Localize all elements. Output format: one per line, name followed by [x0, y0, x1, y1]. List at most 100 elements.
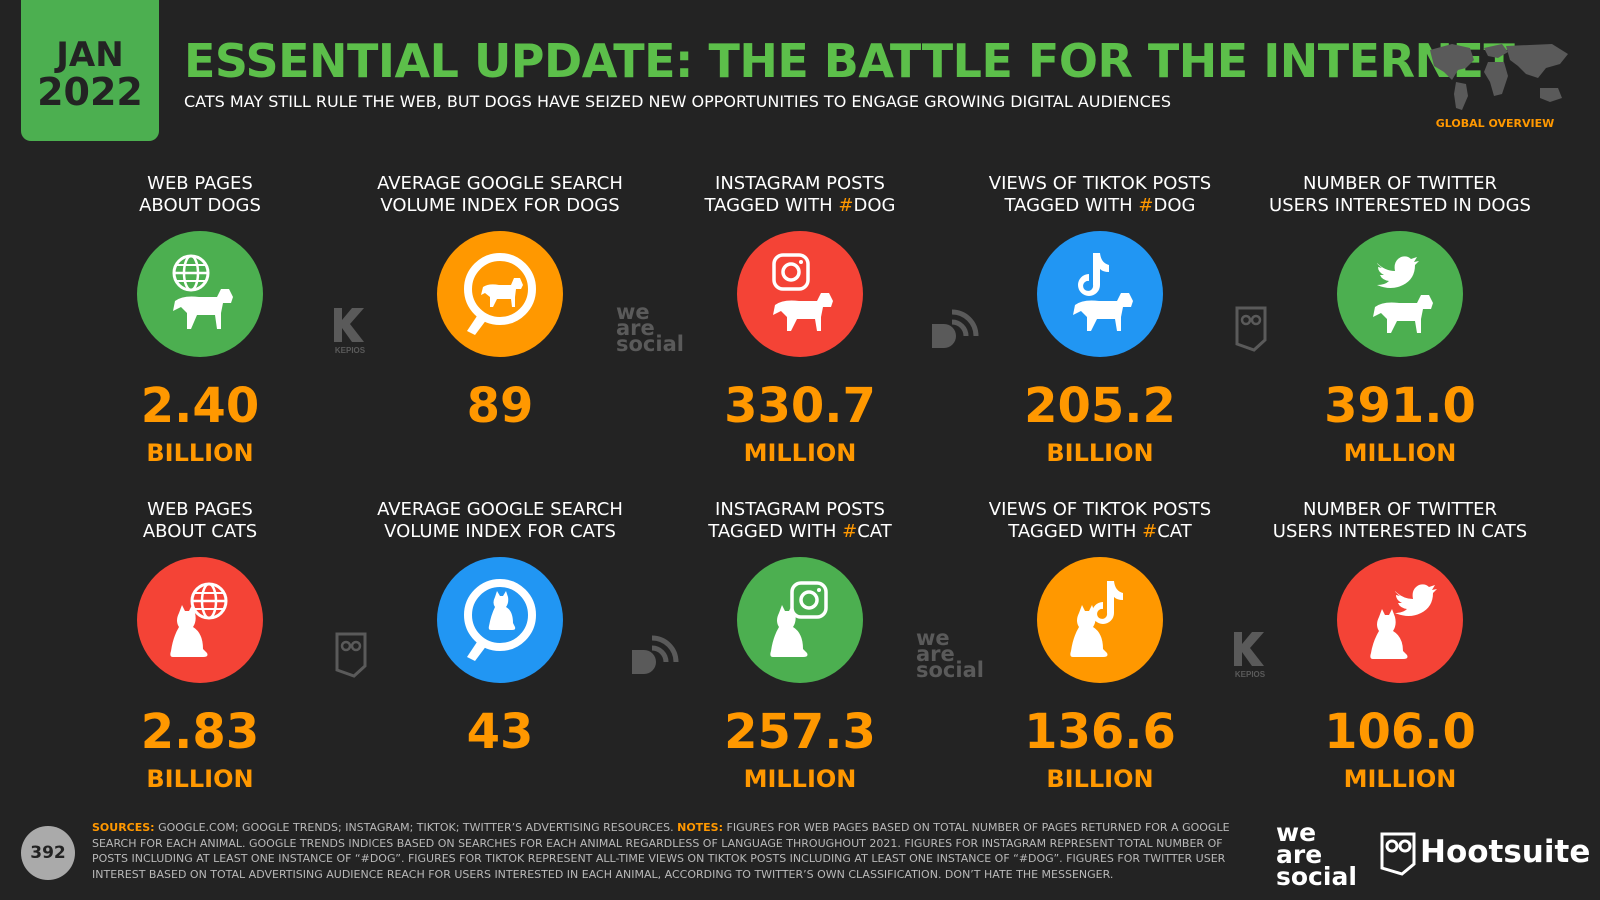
twitter-cat-icon: [1337, 557, 1463, 683]
logo-line2: are: [1276, 840, 1323, 869]
value: 330.7: [724, 378, 876, 434]
label-line2: TAGGED WITH: [704, 195, 839, 216]
hashtag-word: DOG: [1153, 195, 1196, 216]
instagram-cat-icon: [737, 557, 863, 683]
search-dog-icon: [437, 231, 563, 357]
label-line1: VIEWS OF TIKTOK POSTS: [988, 173, 1212, 194]
page-title: ESSENTIAL UPDATE: THE BATTLE FOR THE INT…: [184, 34, 1515, 88]
dog-card-tiktok: VIEWS OF TIKTOK POSTS TAGGED WITH #DOG 2…: [960, 173, 1240, 467]
world-map-icon: [1430, 44, 1568, 110]
label-line1: WEB PAGES: [147, 173, 253, 194]
label-line1: NUMBER OF TWITTER: [1302, 499, 1498, 520]
datareportal-logo-icon: [932, 309, 979, 348]
instagram-dog-icon: [737, 231, 863, 357]
kepios-logo-icon: KEPIOS: [334, 308, 366, 355]
cat-card-instagram: INSTAGRAM POSTS TAGGED WITH #CAT 257.3 M…: [660, 499, 940, 793]
hootsuite-owl-icon: [335, 632, 367, 678]
footer-notes: SOURCES: GOOGLE.COM; GOOGLE TRENDS; INST…: [92, 820, 1232, 882]
cat-card-tiktok: VIEWS OF TIKTOK POSTS TAGGED WITH #CAT 1…: [960, 499, 1240, 793]
unit: BILLION: [1046, 765, 1154, 793]
unit: MILLION: [1343, 439, 1457, 467]
label-line1: VIEWS OF TIKTOK POSTS: [988, 499, 1212, 520]
label-line2: VOLUME INDEX FOR DOGS: [380, 195, 620, 216]
tiktok-cat-icon: [1037, 557, 1163, 683]
logo-line1: we: [1276, 818, 1317, 847]
hootsuite-logo-icon: [1380, 832, 1416, 876]
date-badge: JAN 2022: [21, 0, 159, 141]
unit: MILLION: [743, 439, 857, 467]
unit: BILLION: [1046, 439, 1154, 467]
logo-line2: are: [916, 642, 955, 666]
label-line1: INSTAGRAM POSTS: [715, 173, 885, 194]
tiktok-dog-icon: [1037, 231, 1163, 357]
card-label: AVERAGE GOOGLE SEARCH VOLUME INDEX FOR C…: [360, 499, 640, 545]
label-line2: TAGGED WITH: [708, 521, 843, 542]
label-line1: AVERAGE GOOGLE SEARCH: [377, 173, 623, 194]
hashtag-symbol: #: [1142, 521, 1158, 542]
dog-card-twitter: NUMBER OF TWITTER USERS INTERESTED IN DO…: [1260, 173, 1540, 467]
value: 2.40: [140, 378, 260, 434]
card-label: AVERAGE GOOGLE SEARCH VOLUME INDEX FOR D…: [360, 173, 640, 219]
card-label: VIEWS OF TIKTOK POSTS TAGGED WITH #DOG: [960, 173, 1240, 219]
unit: BILLION: [146, 765, 254, 793]
cat-card-twitter: NUMBER OF TWITTER USERS INTERESTED IN CA…: [1260, 499, 1540, 793]
card-label: NUMBER OF TWITTER USERS INTERESTED IN DO…: [1260, 173, 1540, 219]
kepios-wordmark: KEPIOS: [1235, 670, 1266, 679]
hashtag-word: CAT: [1157, 521, 1192, 542]
hashtag-symbol: #: [838, 195, 854, 216]
card-label: INSTAGRAM POSTS TAGGED WITH #CAT: [660, 499, 940, 545]
logo-line3: social: [916, 658, 984, 682]
kepios-logo-icon: KEPIOS: [1234, 632, 1266, 679]
notes-text: FIGURES FOR WEB PAGES BASED ON TOTAL NUM…: [92, 821, 1230, 881]
date-month: JAN: [56, 35, 124, 75]
logo-line3: social: [1276, 862, 1357, 891]
date-year: 2022: [37, 70, 143, 114]
globe-cat-icon: [137, 557, 263, 683]
card-label: INSTAGRAM POSTS TAGGED WITH #DOG: [660, 173, 940, 219]
label-line1: AVERAGE GOOGLE SEARCH: [377, 499, 623, 520]
card-label: NUMBER OF TWITTER USERS INTERESTED IN CA…: [1260, 499, 1540, 545]
page-subtitle: CATS MAY STILL RULE THE WEB, BUT DOGS HA…: [184, 92, 1172, 111]
hashtag-symbol: #: [842, 521, 858, 542]
value: 205.2: [1024, 378, 1176, 434]
label-line1: WEB PAGES: [147, 499, 253, 520]
sources-text: GOOGLE.COM; GOOGLE TRENDS; INSTAGRAM; TI…: [154, 821, 678, 834]
logo-line2: are: [616, 316, 655, 340]
value: 257.3: [724, 704, 876, 760]
value: 136.6: [1024, 704, 1176, 760]
logo-line1: we: [916, 626, 950, 650]
we-are-social-footer-logo: we are social: [1276, 820, 1357, 891]
notes-label: NOTES:: [677, 821, 724, 834]
hootsuite-wordmark: Hootsuite: [1420, 834, 1591, 870]
label-line2: TAGGED WITH: [1004, 195, 1139, 216]
label-line1: NUMBER OF TWITTER: [1302, 173, 1498, 194]
hashtag-word: DOG: [853, 195, 896, 216]
dog-card-web-pages: WEB PAGES ABOUT DOGS 2.40 BILLION: [60, 173, 340, 467]
card-label: WEB PAGES ABOUT DOGS: [60, 173, 340, 219]
label-line2: ABOUT CATS: [142, 521, 258, 542]
label-line1: INSTAGRAM POSTS: [715, 499, 885, 520]
sources-label: SOURCES:: [92, 821, 155, 834]
card-label: WEB PAGES ABOUT CATS: [60, 499, 340, 545]
unit: BILLION: [146, 439, 254, 467]
dog-card-instagram: INSTAGRAM POSTS TAGGED WITH #DOG 330.7 M…: [660, 173, 940, 467]
label-line2: VOLUME INDEX FOR CATS: [384, 521, 616, 542]
hootsuite-owl-icon: [1235, 306, 1267, 352]
unit: MILLION: [1343, 765, 1457, 793]
page-number: 392: [21, 826, 75, 880]
label-line2: ABOUT DOGS: [139, 195, 261, 216]
cat-card-search-index: AVERAGE GOOGLE SEARCH VOLUME INDEX FOR C…: [360, 499, 640, 765]
globe-dog-icon: [137, 231, 263, 357]
label-line2: USERS INTERESTED IN CATS: [1272, 521, 1528, 542]
kepios-wordmark: KEPIOS: [335, 346, 366, 355]
twitter-dog-icon: [1337, 231, 1463, 357]
value: 43: [466, 704, 534, 760]
hashtag-symbol: #: [1138, 195, 1154, 216]
value: 391.0: [1324, 378, 1476, 434]
we-are-social-logo: we are social: [916, 628, 984, 681]
label-line2: TAGGED WITH: [1008, 521, 1143, 542]
logo-line3: social: [616, 332, 684, 356]
cat-card-web-pages: WEB PAGES ABOUT CATS 2.83 BILLION: [60, 499, 340, 793]
logo-line1: we: [616, 300, 650, 324]
we-are-social-logo: we are social: [616, 302, 684, 355]
